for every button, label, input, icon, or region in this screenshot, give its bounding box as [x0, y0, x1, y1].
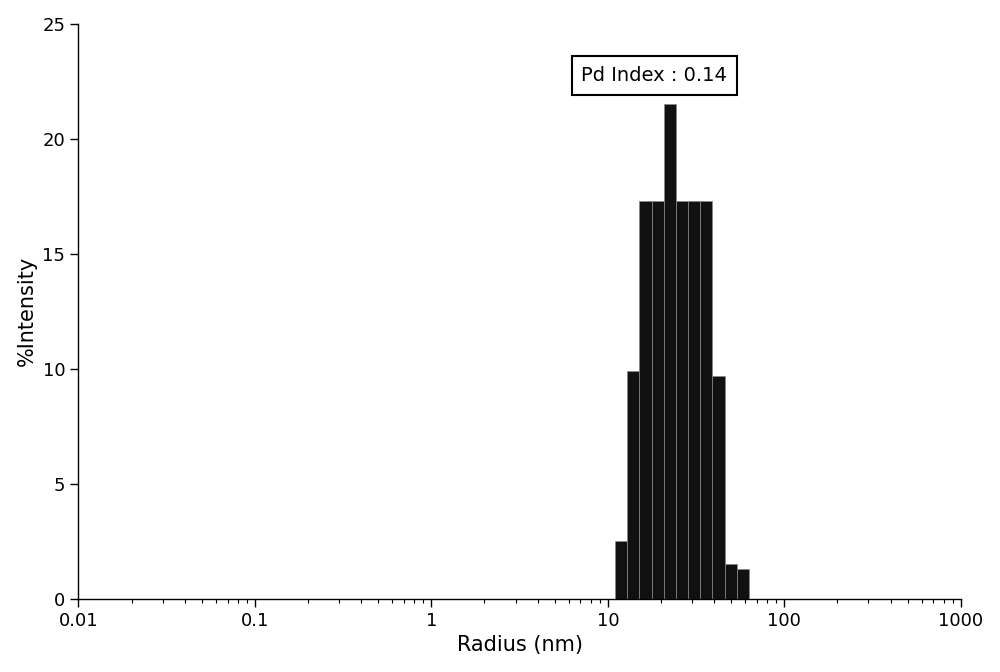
Bar	[725, 564, 737, 599]
Bar	[676, 201, 688, 599]
Bar	[664, 104, 676, 599]
Bar	[712, 376, 725, 599]
Text: Pd Index : 0.14: Pd Index : 0.14	[581, 66, 727, 85]
Y-axis label: %Intensity: %Intensity	[17, 256, 37, 366]
Bar	[700, 201, 712, 599]
Bar	[688, 201, 700, 599]
Bar	[652, 201, 664, 599]
Bar	[639, 201, 652, 599]
X-axis label: Radius (nm): Radius (nm)	[457, 635, 583, 655]
Bar	[627, 371, 639, 599]
Bar	[737, 569, 749, 599]
Bar	[615, 541, 627, 599]
